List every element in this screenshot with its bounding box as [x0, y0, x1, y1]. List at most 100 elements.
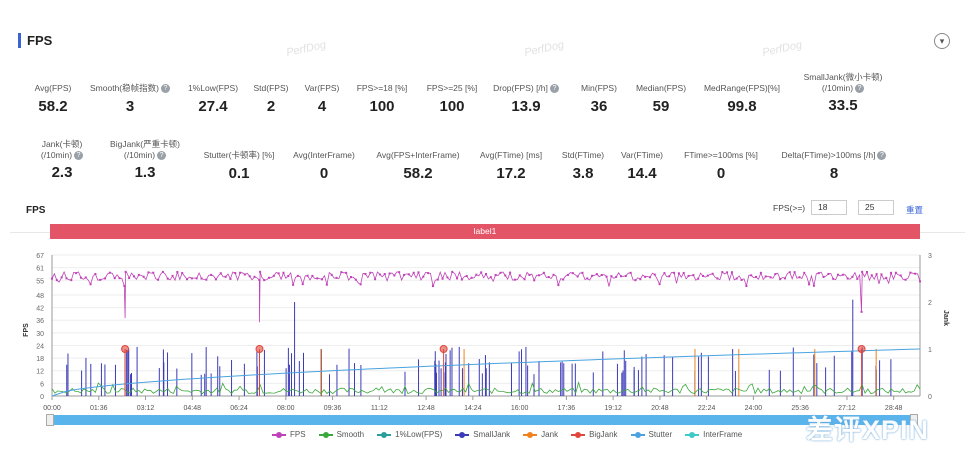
fps-point — [808, 283, 811, 286]
timeline-scrollbar[interactable] — [46, 414, 918, 426]
help-icon[interactable]: ? — [74, 151, 84, 161]
help-icon[interactable]: ? — [877, 151, 887, 161]
fps-point — [620, 275, 623, 278]
help-icon[interactable]: ? — [157, 151, 167, 161]
fps-series-line — [51, 270, 921, 323]
fps-threshold-input-2[interactable]: 25 — [858, 200, 894, 215]
stat-value: 0.1 — [228, 165, 250, 182]
fps-point — [65, 277, 68, 280]
fps-point — [600, 274, 603, 277]
fps-point — [581, 271, 584, 274]
x-tick-label: 11:12 — [371, 405, 388, 412]
fps-point — [721, 271, 724, 274]
fps-point — [243, 273, 246, 276]
stat-value: 58.2 — [403, 165, 433, 182]
reset-button[interactable]: 重置 — [906, 205, 924, 215]
y-left-tick-label: 12 — [36, 369, 44, 376]
fps-point — [832, 277, 835, 280]
stat-label: 1%Low(FPS) — [187, 83, 239, 93]
fps-point — [653, 273, 656, 276]
fps-threshold-label: FPS(>=) — [773, 203, 806, 213]
stat-value: 99.8 — [727, 98, 757, 115]
stat-1-low-fps: 1%Low(FPS) 27.4 — [153, 83, 273, 115]
fps-point — [759, 271, 762, 274]
fps-point — [629, 271, 632, 274]
x-tick-label: 00:00 — [43, 405, 61, 412]
y-left-tick-label: 42 — [36, 306, 44, 313]
fps-point — [677, 272, 680, 275]
fps-point — [403, 273, 406, 276]
stat-value: 0 — [716, 165, 726, 182]
x-tick-label: 24:00 — [745, 405, 763, 412]
x-tick-label: 19:12 — [604, 405, 622, 412]
fps-point — [427, 272, 430, 275]
fps-point — [287, 275, 290, 278]
y-left-tick-label: 67 — [36, 253, 44, 260]
fps-point — [904, 278, 907, 281]
bigjank-marker — [857, 345, 866, 353]
fps-point — [726, 271, 729, 274]
fps-point — [306, 274, 309, 277]
help-icon[interactable]: ? — [855, 84, 865, 94]
help-icon[interactable]: ? — [549, 84, 559, 94]
fps-point — [639, 278, 642, 281]
help-icon[interactable]: ? — [160, 84, 170, 94]
fps-point — [398, 271, 401, 274]
fps-point — [899, 274, 902, 277]
stat-smalljank: SmallJank(微小卡顿) (/10min)? 33.5 — [783, 72, 903, 114]
x-tick-label: 04:48 — [184, 405, 202, 412]
legend-item[interactable]: Stutter — [630, 430, 672, 439]
fps-point — [383, 273, 386, 276]
fps-point — [523, 278, 526, 281]
y-left-tick-label: 55 — [36, 278, 44, 285]
fps-point — [475, 273, 478, 276]
stat-value: 17.2 — [496, 165, 526, 182]
fps-point — [509, 271, 512, 274]
legend-item[interactable]: 1%Low(FPS) — [377, 430, 442, 439]
fps-point — [393, 274, 396, 277]
fps-point — [470, 276, 473, 279]
fps-point — [793, 271, 796, 274]
fps-point — [542, 271, 545, 274]
stat-label: Std(FPS) — [253, 83, 289, 93]
fps-point — [417, 271, 420, 274]
y-left-tick-label: 0 — [40, 394, 44, 401]
fps-point — [576, 275, 579, 278]
x-tick-label: 14:24 — [464, 405, 482, 412]
fps-point — [407, 273, 410, 276]
scrollbar-left-handle[interactable] — [46, 414, 54, 426]
stat-value: 0 — [319, 165, 329, 182]
stat-label: FPS>=18 [%] — [356, 83, 408, 93]
x-tick-label: 08:00 — [277, 405, 295, 412]
fps-point — [788, 271, 791, 274]
stat-value: 14.4 — [627, 165, 657, 182]
fps-point — [827, 273, 830, 276]
fps-threshold-input-1[interactable]: 18 — [811, 200, 847, 215]
chevron-down-icon[interactable]: ▾ — [934, 33, 950, 49]
x-tick-label: 12:48 — [417, 405, 435, 412]
fps-point — [171, 274, 174, 277]
legend-item[interactable]: SmallJank — [455, 430, 510, 439]
scrollbar-right-handle[interactable] — [910, 414, 918, 426]
stat-label: BigJank(严重卡顿) (/10min)? — [110, 139, 180, 161]
fps-point — [330, 273, 333, 276]
stat-var-fps: Var(FPS) 4 — [262, 83, 382, 115]
legend-item[interactable]: InterFrame — [685, 430, 742, 439]
fps-point — [682, 271, 685, 274]
bigjank-marker — [255, 345, 264, 353]
range-label-bar[interactable]: label1 — [50, 224, 920, 239]
stat-bigjank: BigJank(严重卡顿) (/10min)? 1.3 — [85, 139, 205, 181]
legend-item[interactable]: Jank — [523, 430, 558, 439]
legend-item[interactable]: BigJank — [571, 430, 618, 439]
legend-item[interactable]: FPS — [272, 430, 306, 439]
fps-point — [591, 274, 594, 277]
fps-point — [822, 275, 825, 278]
fps-point — [422, 275, 425, 278]
fps-point — [702, 274, 704, 277]
fps-point — [648, 276, 651, 279]
fps-point — [388, 272, 391, 275]
legend-item[interactable]: Smooth — [318, 430, 364, 439]
fps-point — [142, 275, 145, 278]
fps-point — [94, 272, 97, 275]
